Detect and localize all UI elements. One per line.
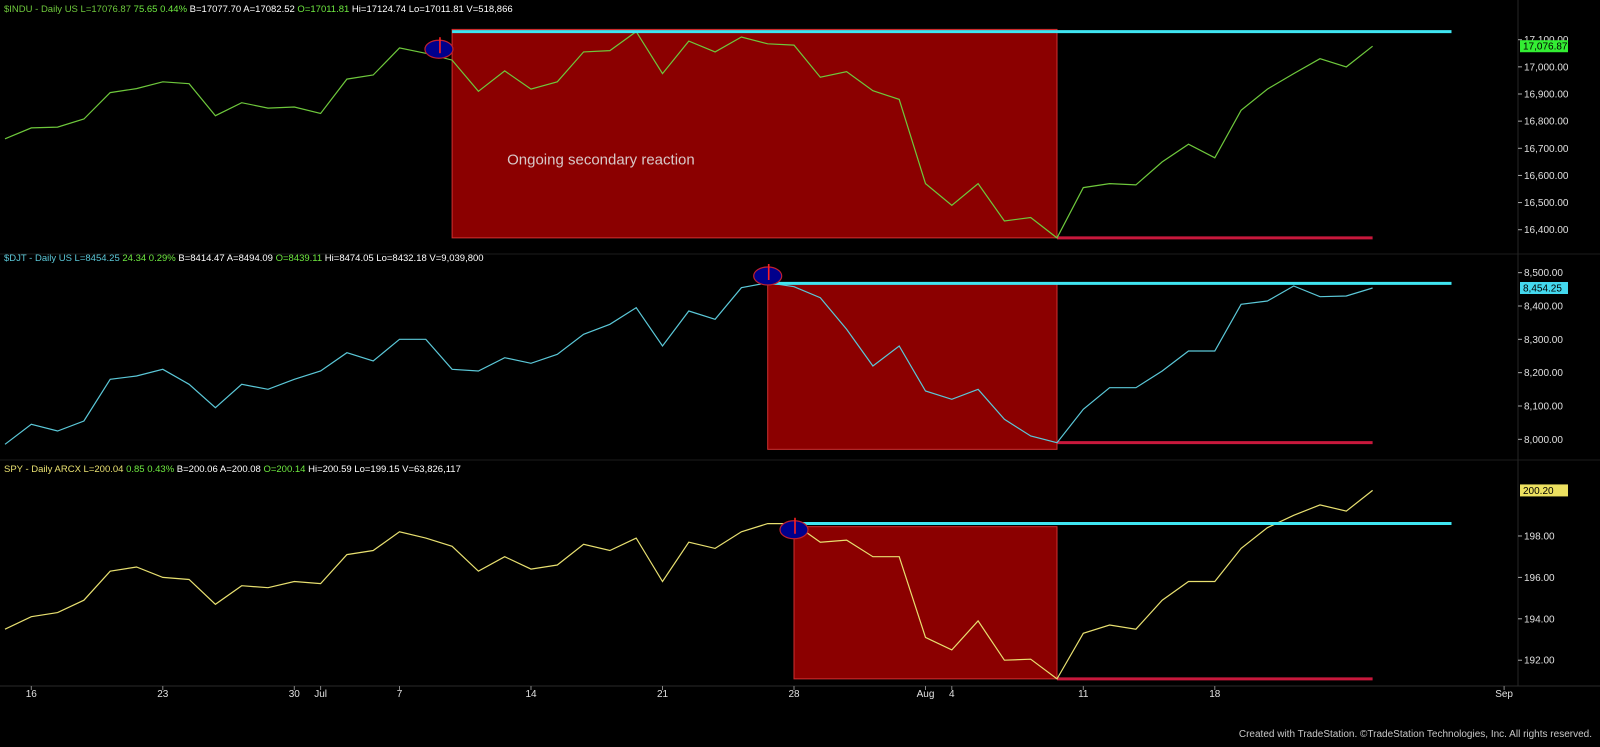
header-field: V=63,826,117 [399, 464, 460, 475]
panel-header: $DJT - Daily US L=8454.25 24.34 0.29% B=… [4, 253, 484, 264]
header-field: Lo=17011.81 [406, 4, 464, 15]
x-tick-label: 7 [397, 689, 403, 700]
header-field: L=8454.25 [72, 253, 120, 264]
header-field: L=200.04 [81, 464, 124, 475]
x-tick-label: 21 [657, 689, 669, 700]
header-field: 0.85 [123, 464, 144, 475]
x-tick-label: 4 [949, 689, 955, 700]
header-field: O=17011.81 [295, 4, 350, 15]
price-series-line [4, 30, 1373, 239]
y-tick-label: 8,100.00 [1524, 402, 1563, 413]
header-field: L=17076.87 [78, 4, 131, 15]
panel-spy: 192.00 194.00 196.00 198.00 200.20 SPY - Dail… [4, 464, 1568, 681]
y-tick-label: 194.00 [1524, 614, 1555, 625]
header-field: 0.44% [157, 4, 187, 15]
y-tick-label: 198.00 [1524, 531, 1555, 542]
last-price-tag-text: 200.20 [1523, 486, 1554, 497]
header-field: 24.34 [120, 253, 146, 264]
x-axis: 16 23 30 Jul 7 14 21 28 Aug 4 11 18 Sep [26, 686, 1513, 700]
header-field: V=518,866 [464, 4, 513, 15]
x-tick-label: 11 [1078, 689, 1089, 700]
x-tick-label: Aug [917, 689, 935, 700]
x-tick-label: 28 [788, 689, 800, 700]
y-tick-label: 8,000.00 [1524, 435, 1563, 446]
y-tick-label: 16,900.00 [1524, 90, 1569, 101]
y-tick-label: 192.00 [1524, 656, 1555, 667]
header-field: B=200.06 [174, 464, 218, 475]
y-tick-label: 16,500.00 [1524, 198, 1569, 209]
x-tick-label: 16 [26, 689, 38, 700]
x-tick-label: 30 [289, 689, 301, 700]
header-field: B=8414.47 [176, 253, 225, 264]
header-field: O=8439.11 [273, 253, 322, 264]
last-price-tag-text: 17,076.87 [1523, 42, 1568, 53]
y-tick-label: 16,600.00 [1524, 171, 1569, 182]
header-field: 75.65 [131, 4, 157, 15]
x-tick-label: Sep [1495, 689, 1513, 700]
price-series-line [4, 282, 1373, 445]
header-field: $INDU - Daily US [4, 4, 78, 15]
x-tick-label: Jul [314, 689, 327, 700]
peak-marker-ellipse [424, 39, 454, 59]
header-field: 0.29% [146, 253, 176, 264]
y-tick-label: 16,700.00 [1524, 144, 1569, 155]
header-field: $DJT - Daily US [4, 253, 72, 264]
y-tick-label: 16,400.00 [1524, 225, 1569, 236]
last-price-tag-text: 8,454.25 [1523, 284, 1562, 295]
y-tick-label: 8,400.00 [1524, 302, 1563, 313]
panel-djt: 8,000.00 8,100.00 8,200.00 8,300.00 8,400.00… [4, 253, 1568, 450]
y-tick-label: 8,200.00 [1524, 368, 1563, 379]
header-field: Lo=8432.18 [374, 253, 427, 264]
panel-header: $INDU - Daily US L=17076.87 75.65 0.44% … [4, 4, 513, 15]
header-field: A=200.08 [218, 464, 261, 475]
y-tick-label: 16,800.00 [1524, 117, 1569, 128]
footer-credit: Created with TradeStation. ©TradeStation… [1238, 729, 1592, 740]
header-field: A=17082.52 [241, 4, 295, 15]
reaction-box [793, 526, 1058, 680]
y-tick-label: 17,000.00 [1524, 62, 1569, 73]
header-field: B=17077.70 [187, 4, 241, 15]
annotation-text: Ongoing secondary reaction [507, 152, 695, 169]
peak-marker-ellipse [779, 520, 809, 540]
header-field: V=9,039,800 [427, 253, 484, 264]
header-field: SPY - Daily ARCX [4, 464, 82, 475]
last-price-tag [1520, 40, 1568, 53]
header-field: 0.43% [145, 464, 175, 475]
header-field: Lo=199.15 [352, 464, 400, 475]
header-field: O=200.14 [261, 464, 306, 475]
last-price-tag [1520, 484, 1568, 497]
header-field: Hi=17124.74 [349, 4, 406, 15]
x-tick-label: 18 [1209, 689, 1221, 700]
y-tick-label: 8,500.00 [1524, 268, 1563, 279]
header-field: Hi=8474.05 [322, 253, 374, 264]
panel-header: SPY - Daily ARCX L=200.04 0.85 0.43% B=2… [4, 464, 461, 475]
x-tick-label: 14 [525, 689, 537, 700]
reaction-box [767, 282, 1058, 450]
reaction-box [451, 28, 1058, 239]
header-field: Hi=200.59 [305, 464, 351, 475]
header-field: A=8494.09 [225, 253, 273, 264]
y-tick-label: 8,300.00 [1524, 335, 1563, 346]
x-tick-label: 23 [157, 689, 169, 700]
y-tick-label: 196.00 [1524, 573, 1555, 584]
panel-indu: 16,400.00 16,500.00 16,600.00 16,700.00 16,8… [4, 4, 1569, 240]
price-series-line [4, 489, 1373, 680]
last-price-tag [1520, 282, 1568, 294]
peak-marker-ellipse [753, 266, 783, 286]
